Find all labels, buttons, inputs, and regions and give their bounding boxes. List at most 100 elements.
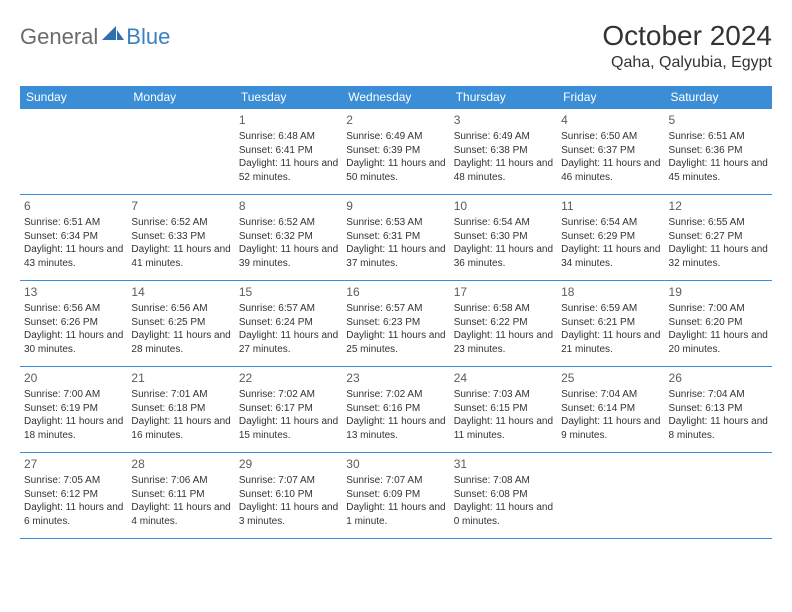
- sunset-text: Sunset: 6:18 PM: [131, 402, 230, 416]
- sunrise-text: Sunrise: 6:49 AM: [346, 130, 445, 144]
- sunrise-text: Sunrise: 6:57 AM: [346, 302, 445, 316]
- sunrise-text: Sunrise: 6:54 AM: [454, 216, 553, 230]
- day-header: Tuesday: [235, 86, 342, 109]
- day-number: 1: [239, 112, 338, 128]
- calendar-cell: 20Sunrise: 7:00 AMSunset: 6:19 PMDayligh…: [20, 367, 127, 453]
- day-header: Saturday: [665, 86, 772, 109]
- calendar-cell: 8Sunrise: 6:52 AMSunset: 6:32 PMDaylight…: [235, 195, 342, 281]
- day-header: Friday: [557, 86, 664, 109]
- calendar-row: 27Sunrise: 7:05 AMSunset: 6:12 PMDayligh…: [20, 453, 772, 539]
- day-number: 17: [454, 284, 553, 300]
- sunrise-text: Sunrise: 7:08 AM: [454, 474, 553, 488]
- sunset-text: Sunset: 6:15 PM: [454, 402, 553, 416]
- daylight-text: Daylight: 11 hours and 39 minutes.: [239, 243, 338, 270]
- calendar-cell: 5Sunrise: 6:51 AMSunset: 6:36 PMDaylight…: [665, 109, 772, 195]
- day-number: 27: [24, 456, 123, 472]
- day-number: 12: [669, 198, 768, 214]
- calendar-cell-empty: [557, 453, 664, 539]
- calendar-cell: 7Sunrise: 6:52 AMSunset: 6:33 PMDaylight…: [127, 195, 234, 281]
- sunset-text: Sunset: 6:10 PM: [239, 488, 338, 502]
- daylight-text: Daylight: 11 hours and 52 minutes.: [239, 157, 338, 184]
- day-header: Monday: [127, 86, 234, 109]
- calendar-cell: 31 Sunrise: 7:08 AMSunset: 6:08 PMDayligh…: [450, 453, 557, 539]
- day-number: 19: [669, 284, 768, 300]
- day-number: 16: [346, 284, 445, 300]
- day-number: 3: [454, 112, 553, 128]
- day-number: 14: [131, 284, 230, 300]
- calendar-cell: 27Sunrise: 7:05 AMSunset: 6:12 PMDayligh…: [20, 453, 127, 539]
- day-number: 23: [346, 370, 445, 386]
- calendar-row: 6Sunrise: 6:51 AMSunset: 6:34 PMDaylight…: [20, 195, 772, 281]
- daylight-text: Daylight: 11 hours and 23 minutes.: [454, 329, 553, 356]
- day-number: 15: [239, 284, 338, 300]
- sunrise-text: Sunrise: 6:54 AM: [561, 216, 660, 230]
- title-block: October 2024 Qaha, Qalyubia, Egypt: [602, 20, 772, 72]
- logo: General Blue: [20, 20, 170, 50]
- sunset-text: Sunset: 6:31 PM: [346, 230, 445, 244]
- day-header: Thursday: [450, 86, 557, 109]
- daylight-text: Daylight: 11 hours and 25 minutes.: [346, 329, 445, 356]
- daylight-text: Daylight: 11 hours and 16 minutes.: [131, 415, 230, 442]
- calendar-row: 1Sunrise: 6:48 AMSunset: 6:41 PMDaylight…: [20, 109, 772, 195]
- calendar-cell: 1Sunrise: 6:48 AMSunset: 6:41 PMDaylight…: [235, 109, 342, 195]
- day-number: 9: [346, 198, 445, 214]
- sunrise-text: Sunrise: 6:51 AM: [24, 216, 123, 230]
- sunrise-text: Sunrise: 7:07 AM: [346, 474, 445, 488]
- calendar-row: 20Sunrise: 7:00 AMSunset: 6:19 PMDayligh…: [20, 367, 772, 453]
- calendar-cell: 13Sunrise: 6:56 AMSunset: 6:26 PMDayligh…: [20, 281, 127, 367]
- daylight-text: Daylight: 11 hours and 15 minutes.: [239, 415, 338, 442]
- day-number: 21: [131, 370, 230, 386]
- month-title: October 2024: [602, 20, 772, 52]
- sunrise-text: Sunrise: 7:02 AM: [239, 388, 338, 402]
- day-number: 30: [346, 456, 445, 472]
- calendar-cell: 28Sunrise: 7:06 AMSunset: 6:11 PMDayligh…: [127, 453, 234, 539]
- sunset-text: Sunset: 6:08 PM: [454, 488, 553, 502]
- calendar-cell: 6Sunrise: 6:51 AMSunset: 6:34 PMDaylight…: [20, 195, 127, 281]
- daylight-text: Daylight: 11 hours and 27 minutes.: [239, 329, 338, 356]
- sunset-text: Sunset: 6:17 PM: [239, 402, 338, 416]
- calendar-cell: 11Sunrise: 6:54 AMSunset: 6:29 PMDayligh…: [557, 195, 664, 281]
- calendar-cell-empty: [665, 453, 772, 539]
- sunrise-text: Sunrise: 6:53 AM: [346, 216, 445, 230]
- sunrise-text: Sunrise: 6:58 AM: [454, 302, 553, 316]
- sunset-text: Sunset: 6:29 PM: [561, 230, 660, 244]
- day-number: 31: [454, 456, 553, 472]
- daylight-text: Daylight: 11 hours and 9 minutes.: [561, 415, 660, 442]
- calendar-cell: 12Sunrise: 6:55 AMSunset: 6:27 PMDayligh…: [665, 195, 772, 281]
- daylight-text: Daylight: 11 hours and 30 minutes.: [24, 329, 123, 356]
- day-number: 8: [239, 198, 338, 214]
- daylight-text: Daylight: 11 hours and 50 minutes.: [346, 157, 445, 184]
- daylight-text: Daylight: 11 hours and 0 minutes.: [454, 501, 553, 528]
- sunset-text: Sunset: 6:39 PM: [346, 144, 445, 158]
- logo-sail-icon: [102, 26, 124, 44]
- calendar-cell: 9Sunrise: 6:53 AMSunset: 6:31 PMDaylight…: [342, 195, 449, 281]
- sunrise-text: Sunrise: 7:00 AM: [669, 302, 768, 316]
- sunset-text: Sunset: 6:23 PM: [346, 316, 445, 330]
- daylight-text: Daylight: 11 hours and 18 minutes.: [24, 415, 123, 442]
- calendar-cell: 3Sunrise: 6:49 AMSunset: 6:38 PMDaylight…: [450, 109, 557, 195]
- page-header: General Blue October 2024 Qaha, Qalyubia…: [20, 20, 772, 72]
- calendar-cell: 22Sunrise: 7:02 AMSunset: 6:17 PMDayligh…: [235, 367, 342, 453]
- calendar-table: SundayMondayTuesdayWednesdayThursdayFrid…: [20, 86, 772, 539]
- daylight-text: Daylight: 11 hours and 46 minutes.: [561, 157, 660, 184]
- daylight-text: Daylight: 11 hours and 11 minutes.: [454, 415, 553, 442]
- calendar-cell: 15Sunrise: 6:57 AMSunset: 6:24 PMDayligh…: [235, 281, 342, 367]
- daylight-text: Daylight: 11 hours and 4 minutes.: [131, 501, 230, 528]
- day-number: 13: [24, 284, 123, 300]
- sunset-text: Sunset: 6:09 PM: [346, 488, 445, 502]
- logo-text-blue: Blue: [126, 24, 170, 50]
- calendar-cell: 29Sunrise: 7:07 AMSunset: 6:10 PMDayligh…: [235, 453, 342, 539]
- sunset-text: Sunset: 6:25 PM: [131, 316, 230, 330]
- day-header-row: SundayMondayTuesdayWednesdayThursdayFrid…: [20, 86, 772, 109]
- sunset-text: Sunset: 6:11 PM: [131, 488, 230, 502]
- daylight-text: Daylight: 11 hours and 45 minutes.: [669, 157, 768, 184]
- daylight-text: Daylight: 11 hours and 32 minutes.: [669, 243, 768, 270]
- day-number: 2: [346, 112, 445, 128]
- sunset-text: Sunset: 6:24 PM: [239, 316, 338, 330]
- daylight-text: Daylight: 11 hours and 13 minutes.: [346, 415, 445, 442]
- day-number: 18: [561, 284, 660, 300]
- daylight-text: Daylight: 11 hours and 3 minutes.: [239, 501, 338, 528]
- day-number: 11: [561, 198, 660, 214]
- sunset-text: Sunset: 6:13 PM: [669, 402, 768, 416]
- sunset-text: Sunset: 6:36 PM: [669, 144, 768, 158]
